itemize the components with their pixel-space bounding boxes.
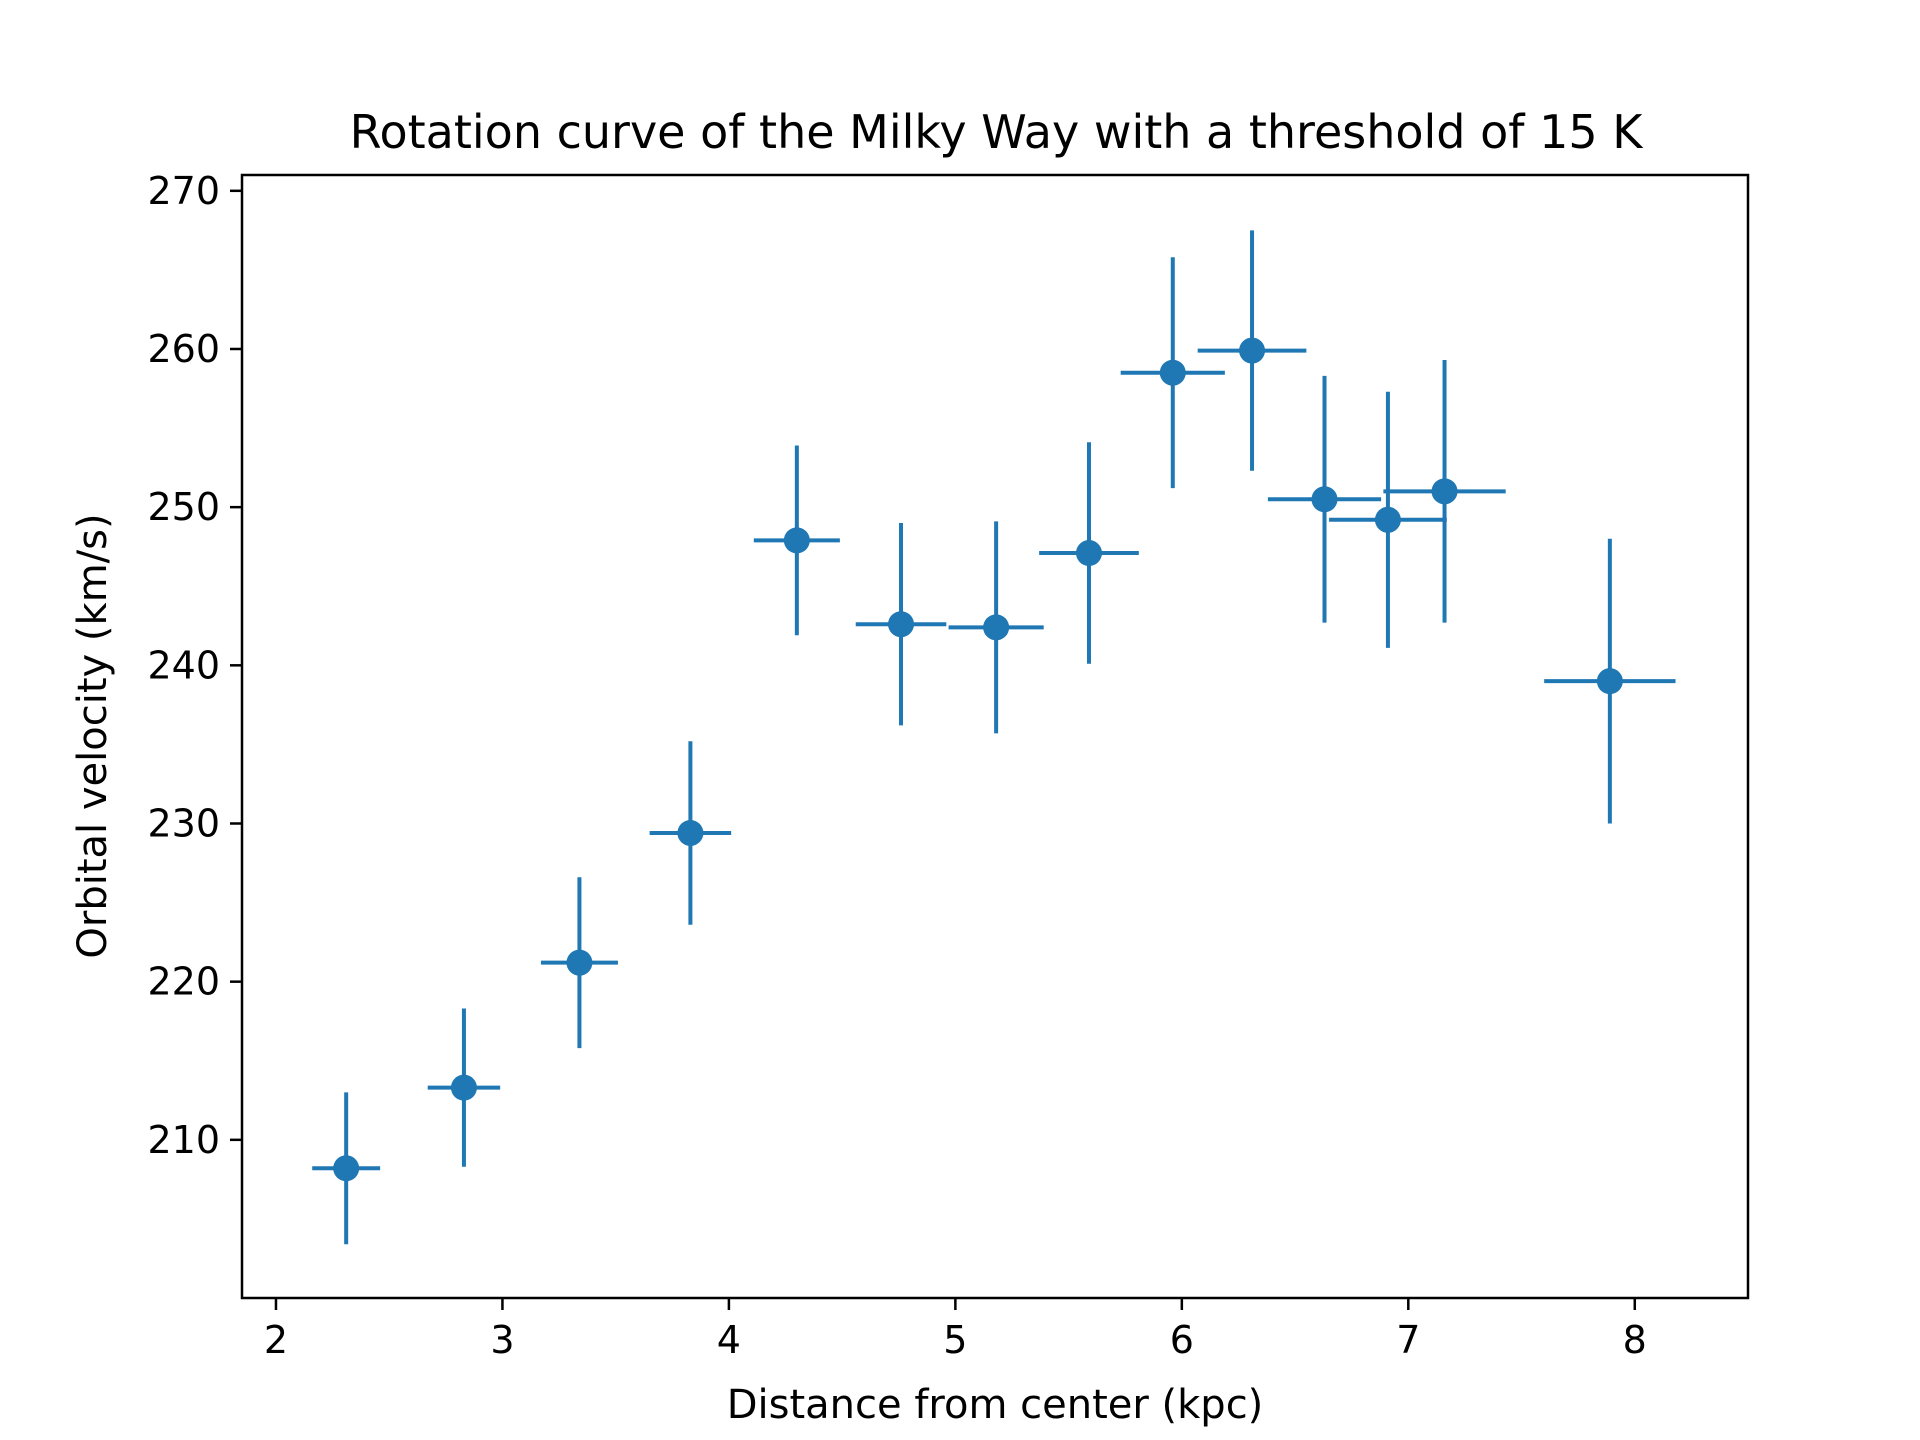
data-point-group xyxy=(1039,442,1139,664)
y-tick-label: 240 xyxy=(147,643,220,687)
y-tick-label: 210 xyxy=(147,1118,220,1162)
data-point xyxy=(677,819,704,846)
y-axis-label: Orbital velocity (km/s) xyxy=(70,513,116,958)
data-point-group xyxy=(1329,391,1447,648)
y-axis: 210 220 230 240 250 260 270 xyxy=(147,169,242,1162)
data-point xyxy=(783,527,810,554)
y-tick-label: 270 xyxy=(147,169,220,213)
chart-title: Rotation curve of the Milky Way with a t… xyxy=(350,105,1645,159)
data-point xyxy=(1075,540,1102,567)
data-point-group xyxy=(1267,375,1382,623)
x-tick-label: 3 xyxy=(490,1318,514,1362)
data-point xyxy=(1596,668,1623,695)
data-point-group xyxy=(540,877,618,1049)
data-point xyxy=(1374,506,1401,533)
data-point-group xyxy=(948,521,1044,734)
data-point xyxy=(1239,337,1266,364)
x-tick-label: 4 xyxy=(717,1318,741,1362)
y-tick-label: 250 xyxy=(147,485,220,529)
data-point xyxy=(1311,486,1338,513)
data-point-group xyxy=(427,1008,501,1167)
x-tick-label: 8 xyxy=(1623,1318,1647,1362)
x-axis: 2 3 4 5 6 7 8 xyxy=(264,1298,1647,1362)
plot-marks xyxy=(312,230,1676,1245)
data-point xyxy=(888,611,915,638)
x-tick-label: 5 xyxy=(943,1318,967,1362)
data-point xyxy=(566,949,593,976)
y-tick-label: 230 xyxy=(147,801,220,845)
data-point-group xyxy=(855,522,947,726)
y-tick-label: 220 xyxy=(147,960,220,1004)
data-point-group xyxy=(1383,360,1506,623)
y-tick-label: 260 xyxy=(147,327,220,371)
x-tick-label: 6 xyxy=(1170,1318,1194,1362)
plot-frame xyxy=(240,173,1750,1300)
x-tick-label: 2 xyxy=(264,1318,288,1362)
x-axis-label: Distance from center (kpc) xyxy=(727,1382,1264,1428)
data-point-group xyxy=(1120,257,1225,489)
data-point xyxy=(983,614,1010,641)
data-point-group xyxy=(649,741,732,925)
data-point-group xyxy=(1544,538,1676,824)
data-point xyxy=(333,1155,360,1182)
data-point-group xyxy=(1197,230,1307,471)
data-point-group xyxy=(312,1092,381,1245)
data-point xyxy=(1159,359,1186,386)
x-tick-label: 7 xyxy=(1396,1318,1420,1362)
data-point xyxy=(450,1074,477,1101)
data-point-group xyxy=(753,445,840,636)
data-point xyxy=(1431,478,1458,505)
